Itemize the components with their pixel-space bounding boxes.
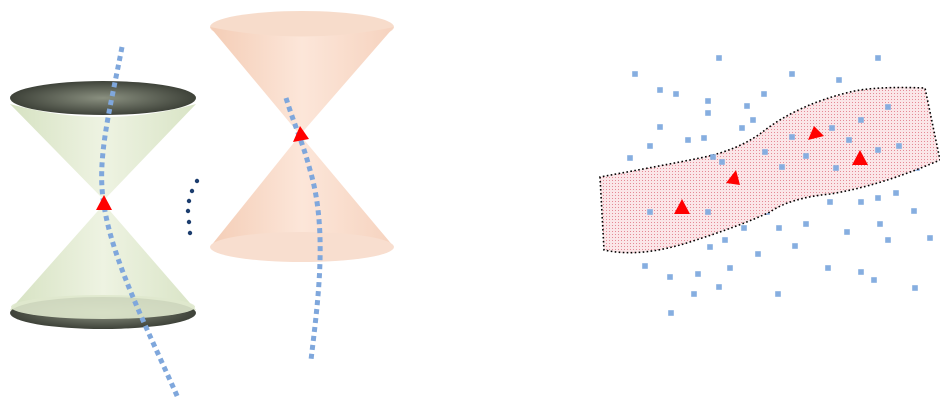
light-cone-right-lower (210, 135, 394, 258)
scatter-point (858, 199, 864, 205)
band-scatter-point (719, 159, 725, 165)
band-scatter-point (833, 165, 839, 171)
band-scatter-point (846, 137, 852, 143)
scatter-point (632, 71, 638, 77)
scatter-point (647, 143, 653, 149)
scatter-point (792, 243, 798, 249)
scatter-point (755, 251, 761, 257)
scatter-point (875, 195, 881, 201)
light-cone-left (10, 81, 196, 329)
scatter-point (803, 221, 809, 227)
band-scatter-point (829, 125, 835, 131)
band-scatter-point (896, 143, 902, 149)
scatter-point (727, 265, 733, 271)
band-event-markers (674, 126, 868, 214)
band-event-marker (808, 126, 824, 140)
scatter-point (885, 237, 891, 243)
band-scatter-points (647, 104, 902, 215)
worldline-right (283, 97, 323, 361)
band-event-marker (852, 150, 868, 165)
scatter-point (739, 125, 745, 131)
scatter-point (836, 77, 842, 83)
band-scatter-point (762, 149, 768, 155)
scatter-point (776, 225, 782, 231)
scatter-point (673, 91, 679, 97)
band-scatter-point (885, 104, 891, 110)
scatter-point (775, 291, 781, 297)
scatter-point (642, 263, 648, 269)
scatter-point (705, 110, 711, 116)
scatter-point (667, 274, 673, 280)
scatter-point (691, 291, 697, 297)
scatter-point (911, 208, 917, 214)
light-cone-right (210, 11, 394, 262)
light-cone-left-lower (10, 204, 196, 322)
scatter-point (657, 87, 663, 93)
band-scatter-point (647, 209, 653, 215)
light-cone-right-bottom-rim (210, 232, 394, 262)
light-cone-right-upper (210, 27, 394, 135)
scatter-point (827, 199, 833, 205)
light-cone-left-upper (10, 104, 196, 200)
band-scatter-point (858, 117, 864, 123)
band-scatter-point (705, 209, 711, 215)
band-scatter-point (710, 154, 716, 160)
scatter-point (695, 271, 701, 277)
band-scatter-point (779, 164, 785, 170)
scatter-point (627, 155, 633, 161)
scatter-point (722, 237, 728, 243)
scatter-point (825, 265, 831, 271)
scatter-point (668, 310, 674, 316)
band-scatter-point (789, 134, 795, 140)
scatter-point (893, 190, 899, 196)
scatter-point (705, 98, 711, 104)
band-event-marker (726, 170, 740, 185)
scatter-points (627, 55, 933, 316)
stippled-band (599, 86, 940, 254)
scatter-point (761, 91, 767, 97)
scatter-point (744, 103, 750, 109)
band-scatter-point (875, 147, 881, 153)
scatter-point (844, 229, 850, 235)
ellipsis-dots (185, 178, 200, 236)
scatter-point (741, 225, 747, 231)
scatter-point (875, 55, 881, 61)
scatter-point (871, 277, 877, 283)
scatter-point (685, 137, 691, 143)
band-scatter-point (803, 153, 809, 159)
scatter-point (701, 135, 707, 141)
scatter-point (789, 71, 795, 77)
scatter-point (716, 55, 722, 61)
event-marker-left-cone (96, 195, 112, 210)
scatter-point (707, 244, 713, 250)
scatter-point (858, 269, 864, 275)
band-event-marker (674, 199, 690, 214)
light-cone-left-top-rim (10, 81, 196, 115)
scatter-point (927, 235, 933, 241)
scatter-point (912, 285, 918, 291)
event-marker-right-cone (293, 126, 309, 142)
scatter-point (750, 117, 756, 123)
scatter-point (716, 284, 722, 290)
scatter-point (877, 221, 883, 227)
scatter-point (657, 124, 663, 130)
